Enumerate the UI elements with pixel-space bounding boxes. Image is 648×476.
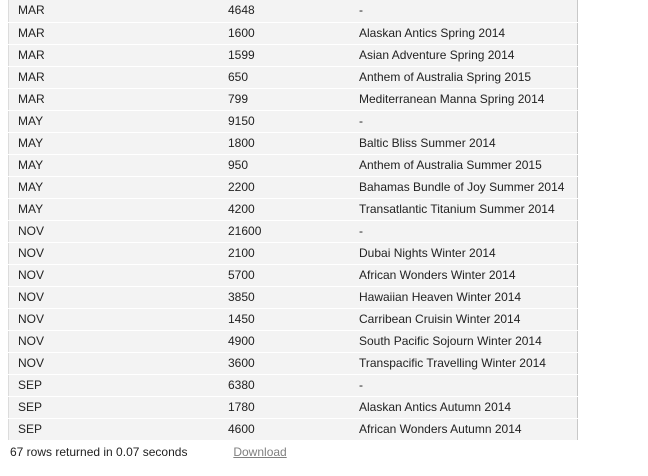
table-row: MAR 799 Mediterranean Manna Spring 2014 xyxy=(8,88,578,111)
table-row: MAR 650 Anthem of Australia Spring 2015 xyxy=(8,66,578,89)
cruise-name-cell: African Wonders Winter 2014 xyxy=(350,264,578,287)
table-row: MAY 950 Anthem of Australia Summer 2015 xyxy=(8,154,578,177)
cruise-name-cell: - xyxy=(350,0,578,23)
table-row: NOV 1450 Carribean Cruisin Winter 2014 xyxy=(8,308,578,331)
cruise-name-cell: South Pacific Sojourn Winter 2014 xyxy=(350,330,578,353)
table-row: NOV 4900 South Pacific Sojourn Winter 2014 xyxy=(8,330,578,353)
amount-cell: 1600 xyxy=(219,22,350,45)
cruise-name-cell: Hawaiian Heaven Winter 2014 xyxy=(350,286,578,309)
results-table: MAR 4648- MAR 1600 Alaskan Antics Spring 201… xyxy=(8,0,578,441)
table-row: MAY 4200 Transatlantic Titanium Summer 201… xyxy=(8,198,578,221)
table-row: SEP 6380- xyxy=(8,374,578,397)
month-cell: MAY xyxy=(8,132,219,155)
cruise-name-cell: Baltic Bliss Summer 2014 xyxy=(350,132,578,155)
cruise-name-cell: Dubai Nights Winter 2014 xyxy=(350,242,578,265)
amount-cell: 1780 xyxy=(219,396,350,419)
amount-cell: 9150 xyxy=(219,110,350,133)
rows-returned-summary: 67 rows returned in 0.07 seconds xyxy=(10,445,188,459)
month-cell: MAR xyxy=(8,88,219,111)
month-cell: MAR xyxy=(8,66,219,89)
table-row: SEP 1780 Alaskan Antics Autumn 2014 xyxy=(8,396,578,419)
cruise-name-cell: Anthem of Australia Spring 2015 xyxy=(350,66,578,89)
month-cell: NOV xyxy=(8,242,219,265)
amount-cell: 3850 xyxy=(219,286,350,309)
month-cell: SEP xyxy=(8,374,219,397)
month-cell: MAY xyxy=(8,110,219,133)
cruise-name-cell: Mediterranean Manna Spring 2014 xyxy=(350,88,578,111)
month-cell: MAR xyxy=(8,22,219,45)
amount-cell: 3600 xyxy=(219,352,350,375)
month-cell: NOV xyxy=(8,352,219,375)
table-row: NOV 3600 Transpacific Travelling Winter 20… xyxy=(8,352,578,375)
amount-cell: 799 xyxy=(219,88,350,111)
amount-cell: 1800 xyxy=(219,132,350,155)
cruise-name-cell: Alaskan Antics Autumn 2014 xyxy=(350,396,578,419)
cruise-name-cell: - xyxy=(350,110,578,133)
cruise-name-cell: Anthem of Australia Summer 2015 xyxy=(350,154,578,177)
cruise-name-cell: Carribean Cruisin Winter 2014 xyxy=(350,308,578,331)
table-row: MAY 1800 Baltic Bliss Summer 2014 xyxy=(8,132,578,155)
amount-cell: 4648 xyxy=(219,0,350,23)
cruise-name-cell: Bahamas Bundle of Joy Summer 2014 xyxy=(350,176,578,199)
month-cell: SEP xyxy=(8,396,219,419)
amount-cell: 4200 xyxy=(219,198,350,221)
amount-cell: 4900 xyxy=(219,330,350,353)
amount-cell: 950 xyxy=(219,154,350,177)
results-footer: 67 rows returned in 0.07 seconds Downloa… xyxy=(10,444,287,460)
cruise-name-cell: Alaskan Antics Spring 2014 xyxy=(350,22,578,45)
table-row: MAY 9150- xyxy=(8,110,578,133)
table-row: MAR 4648- xyxy=(8,0,578,23)
results-table-body: MAR 4648- MAR 1600 Alaskan Antics Spring 201… xyxy=(8,0,578,441)
month-cell: MAR xyxy=(8,44,219,67)
table-row: NOV 21600- xyxy=(8,220,578,243)
amount-cell: 2100 xyxy=(219,242,350,265)
cruise-name-cell: - xyxy=(350,220,578,243)
table-row: NOV 2100 Dubai Nights Winter 2014 xyxy=(8,242,578,265)
amount-cell: 6380 xyxy=(219,374,350,397)
amount-cell: 1599 xyxy=(219,44,350,67)
month-cell: NOV xyxy=(8,220,219,243)
month-cell: NOV xyxy=(8,286,219,309)
download-link[interactable]: Download xyxy=(233,445,287,459)
table-row: SEP 4600 African Wonders Autumn 2014 xyxy=(8,418,578,441)
month-cell: NOV xyxy=(8,330,219,353)
month-cell: NOV xyxy=(8,308,219,331)
amount-cell: 21600 xyxy=(219,220,350,243)
month-cell: NOV xyxy=(8,264,219,287)
month-cell: MAR xyxy=(8,0,219,23)
table-row: MAR 1600 Alaskan Antics Spring 2014 xyxy=(8,22,578,45)
amount-cell: 650 xyxy=(219,66,350,89)
month-cell: SEP xyxy=(8,418,219,441)
table-row: NOV 3850 Hawaiian Heaven Winter 2014 xyxy=(8,286,578,309)
month-cell: MAY xyxy=(8,154,219,177)
month-cell: MAY xyxy=(8,176,219,199)
cruise-name-cell: Asian Adventure Spring 2014 xyxy=(350,44,578,67)
table-row: MAR 1599 Asian Adventure Spring 2014 xyxy=(8,44,578,67)
amount-cell: 2200 xyxy=(219,176,350,199)
cruise-name-cell: Transatlantic Titanium Summer 2014 xyxy=(350,198,578,221)
amount-cell: 1450 xyxy=(219,308,350,331)
table-row: MAY 2200 Bahamas Bundle of Joy Summer 2014 xyxy=(8,176,578,199)
cruise-name-cell: African Wonders Autumn 2014 xyxy=(350,418,578,441)
cruise-name-cell: - xyxy=(350,374,578,397)
month-cell: MAY xyxy=(8,198,219,221)
amount-cell: 5700 xyxy=(219,264,350,287)
table-row: NOV 5700 African Wonders Winter 2014 xyxy=(8,264,578,287)
cruise-name-cell: Transpacific Travelling Winter 2014 xyxy=(350,352,578,375)
amount-cell: 4600 xyxy=(219,418,350,441)
